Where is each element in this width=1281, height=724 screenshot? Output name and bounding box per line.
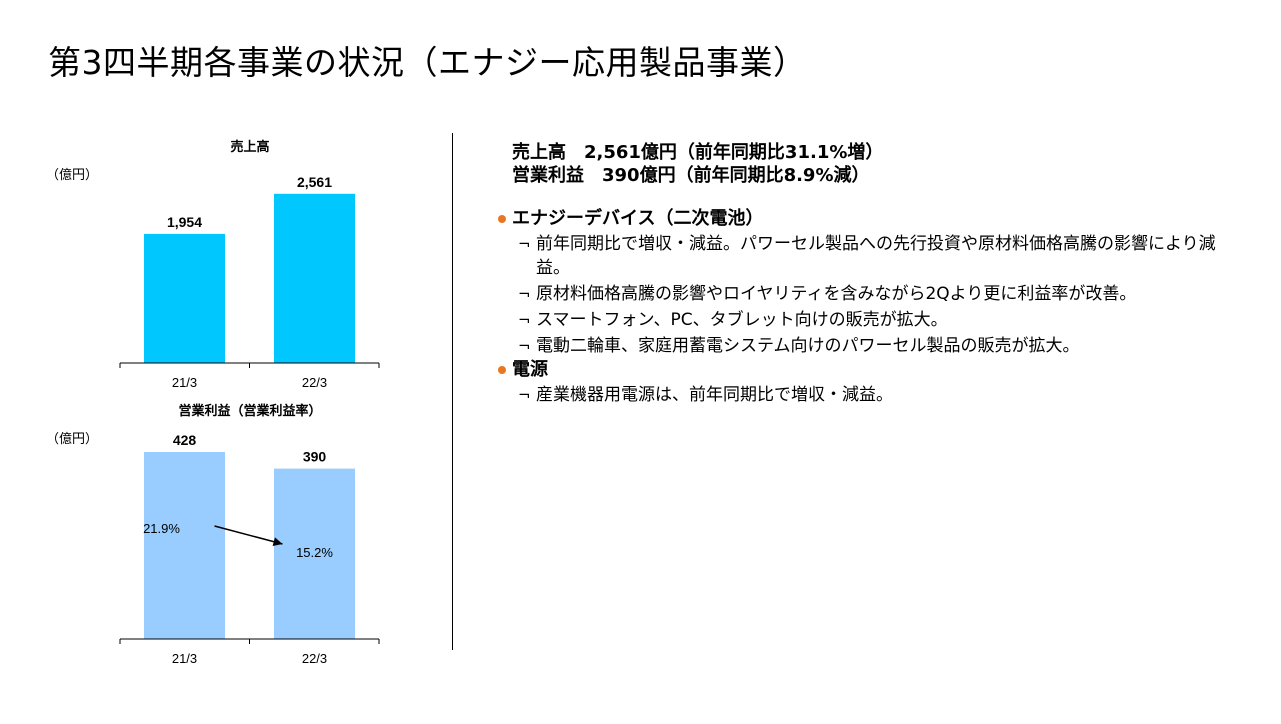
data-label: 1,954 (167, 214, 202, 230)
page-title: 第3四半期各事業の状況（エナジー応用製品事業） (48, 43, 807, 82)
summary-panel: 売上高 2,561億円（前年同期比31.1%増） 営業利益 390億円（前年同期… (498, 141, 1252, 407)
bullet-dot-icon (498, 366, 506, 374)
section-item: ¬ 前年同期比で増収・減益。パワーセル製品への先行投資や原材料価格高騰の影響により… (496, 232, 1238, 280)
bar-21-3 (144, 452, 225, 639)
bar-22-3 (274, 468, 355, 639)
sales-summary: 売上高 2,561億円（前年同期比31.1%増） (512, 142, 884, 163)
charts-svg: 売上高 （億円） 1,954 21/3 2,561 22/3 営業利益（営業利益率） （億円）… (46, 139, 380, 666)
bar-21-3 (144, 233, 225, 363)
item-mark-icon: ¬ (518, 235, 531, 253)
bar-22-3 (274, 193, 355, 363)
item-text: 電動二輪車、家庭用蓄電システム向けのパワーセル製品の販売が拡大。 (536, 336, 1080, 356)
bullet-dot-icon (498, 215, 506, 223)
business-sections: エナジーデバイス（二次電池） ¬ 前年同期比で増収・減益。パワーセル製品への先行投資… (498, 207, 1252, 407)
margin-label: 21.9% (143, 521, 180, 536)
item-mark-icon: ¬ (518, 285, 531, 303)
unit-label: （億円） (46, 167, 98, 182)
item-text: 前年同期比で増収・減益。パワーセル製品への先行投資や原材料価格高騰の影響により減… (536, 234, 1216, 278)
section-item: ¬ 原材料価格高騰の影響やロイヤリティを含みながら2Qより更に利益率が改善。 (496, 282, 1238, 306)
category-label: 22/3 (302, 375, 327, 390)
category-label: 21/3 (172, 651, 197, 666)
chart-title: 売上高 (230, 139, 269, 154)
item-text: 産業機器用電源は、前年同期比で増収・減益。 (536, 385, 893, 405)
data-label: 2,561 (297, 174, 332, 190)
section-2: 電源 ¬ 産業機器用電源は、前年同期比で増収・減益。 (498, 358, 1252, 407)
arrowhead-icon (272, 537, 283, 547)
item-mark-icon: ¬ (518, 386, 531, 404)
section-heading: エナジーデバイス（二次電池） (496, 207, 1252, 230)
unit-label: （億円） (46, 431, 98, 446)
chart-title: 営業利益（営業利益率） (178, 403, 321, 418)
section-heading-text: 電源 (512, 359, 548, 380)
category-label: 22/3 (302, 651, 327, 666)
section-item: ¬ 電動二輪車、家庭用蓄電システム向けのパワーセル製品の販売が拡大。 (496, 334, 1238, 358)
charts-area: 売上高 （億円） 1,954 21/3 2,561 22/3 営業利益（営業利益率） （億円）… (0, 0, 452, 724)
item-text: 原材料価格高騰の影響やロイヤリティを含みながら2Qより更に利益率が改善。 (536, 284, 1137, 304)
category-label: 21/3 (172, 375, 197, 390)
data-label: 428 (173, 432, 197, 448)
section-item: ¬ スマートフォン、PC、タブレット向けの販売が拡大。 (496, 308, 1238, 332)
section-heading: 電源 (496, 358, 1252, 381)
item-mark-icon: ¬ (518, 337, 531, 355)
data-label: 390 (303, 449, 327, 465)
item-text: スマートフォン、PC、タブレット向けの販売が拡大。 (536, 310, 948, 330)
trend-arrow-line (214, 525, 283, 545)
section-1: エナジーデバイス（二次電池） ¬ 前年同期比で増収・減益。パワーセル製品への先行投資… (498, 207, 1252, 358)
item-mark-icon: ¬ (518, 311, 531, 329)
profit-summary: 営業利益 390億円（前年同期比8.9%減） (512, 165, 870, 186)
margin-label: 15.2% (296, 545, 333, 560)
vertical-divider (452, 133, 453, 650)
section-item: ¬ 産業機器用電源は、前年同期比で増収・減益。 (496, 383, 1238, 407)
section-heading-text: エナジーデバイス（二次電池） (512, 208, 764, 229)
